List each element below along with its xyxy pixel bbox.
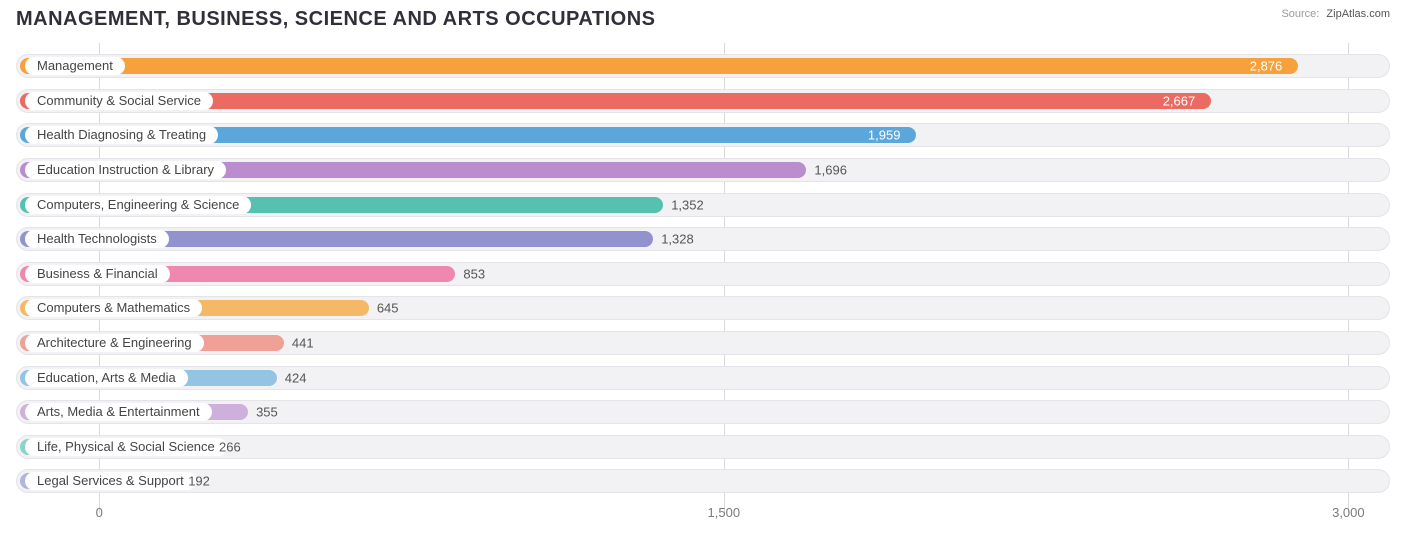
- bar-track: Architecture & Engineering 441: [16, 331, 1390, 355]
- bar-row: Education Instruction & Library 1,696: [16, 153, 1390, 188]
- bar-track: Health Diagnosing & Treating 1,959: [16, 123, 1390, 147]
- bar-row: Community & Social Service 2,667: [16, 84, 1390, 119]
- bar-row: Arts, Media & Entertainment 355: [16, 395, 1390, 430]
- bar-label: Business & Financial: [25, 265, 170, 283]
- bar-row: Management 2,876: [16, 49, 1390, 84]
- bar-track: Legal Services & Support192: [16, 469, 1390, 493]
- bar-fill: [20, 58, 1298, 74]
- bars-container: Management 2,876 Community & Social Servic…: [16, 43, 1390, 499]
- bar-track: Computers & Mathematics 645: [16, 296, 1390, 320]
- bar-value: 853: [463, 266, 485, 281]
- bar-track: Education, Arts & Media 424: [16, 366, 1390, 390]
- bar-row: Education, Arts & Media 424: [16, 360, 1390, 395]
- bar-row: Life, Physical & Social Science266: [16, 430, 1390, 465]
- bar-value: 1,959: [868, 128, 901, 143]
- bar-label: Legal Services & Support: [25, 472, 196, 490]
- bar-value: 1,328: [661, 232, 694, 247]
- bar-label: Computers & Mathematics: [25, 299, 202, 317]
- bar-value: 2,667: [1163, 93, 1196, 108]
- bar-track: Life, Physical & Social Science266: [16, 435, 1390, 459]
- bar-row: Legal Services & Support192: [16, 464, 1390, 499]
- bar-value: 355: [256, 405, 278, 420]
- bar-label: Life, Physical & Social Science: [25, 438, 227, 456]
- bar-label: Management: [25, 57, 125, 75]
- chart-title: MANAGEMENT, BUSINESS, SCIENCE AND ARTS O…: [16, 8, 655, 31]
- bar-label: Architecture & Engineering: [25, 334, 204, 352]
- bar-label: Community & Social Service: [25, 92, 213, 110]
- bar-value: 1,352: [671, 197, 704, 212]
- bar-row: Business & Financial 853: [16, 257, 1390, 292]
- chart-source: Source: ZipAtlas.com: [1281, 8, 1390, 20]
- bar-value: 1,696: [814, 163, 847, 178]
- bar-value: 645: [377, 301, 399, 316]
- bar-row: Health Diagnosing & Treating 1,959: [16, 118, 1390, 153]
- chart-area: Management 2,876 Community & Social Servic…: [16, 43, 1390, 543]
- x-axis: 0 1,500 3,000: [16, 503, 1390, 527]
- source-name: ZipAtlas.com: [1326, 8, 1390, 20]
- bar-label: Computers, Engineering & Science: [25, 196, 251, 214]
- x-axis-label: 3,000: [1332, 505, 1365, 520]
- bar-label: Education Instruction & Library: [25, 161, 226, 179]
- bar-value: 266: [219, 439, 241, 454]
- source-label: Source:: [1281, 8, 1319, 20]
- bar-track: Health Technologists 1,328: [16, 227, 1390, 251]
- bar-track: Management 2,876: [16, 54, 1390, 78]
- bar-value: 441: [292, 336, 314, 351]
- bar-label: Education, Arts & Media: [25, 369, 188, 387]
- bar-track: Education Instruction & Library 1,696: [16, 158, 1390, 182]
- chart-header: MANAGEMENT, BUSINESS, SCIENCE AND ARTS O…: [0, 0, 1406, 35]
- bar-row: Architecture & Engineering 441: [16, 326, 1390, 361]
- x-axis-label: 0: [96, 505, 103, 520]
- bar-track: Computers, Engineering & Science 1,352: [16, 193, 1390, 217]
- bar-label: Arts, Media & Entertainment: [25, 403, 212, 421]
- bar-row: Health Technologists 1,328: [16, 222, 1390, 257]
- bar-value: 2,876: [1250, 59, 1283, 74]
- bar-value: 192: [188, 474, 210, 489]
- bar-row: Computers & Mathematics 645: [16, 291, 1390, 326]
- x-axis-label: 1,500: [708, 505, 741, 520]
- bar-track: Arts, Media & Entertainment 355: [16, 400, 1390, 424]
- bar-track: Community & Social Service 2,667: [16, 89, 1390, 113]
- bar-label: Health Technologists: [25, 230, 169, 248]
- bar-row: Computers, Engineering & Science 1,352: [16, 187, 1390, 222]
- bar-label: Health Diagnosing & Treating: [25, 126, 218, 144]
- bar-value: 424: [285, 370, 307, 385]
- bar-track: Business & Financial 853: [16, 262, 1390, 286]
